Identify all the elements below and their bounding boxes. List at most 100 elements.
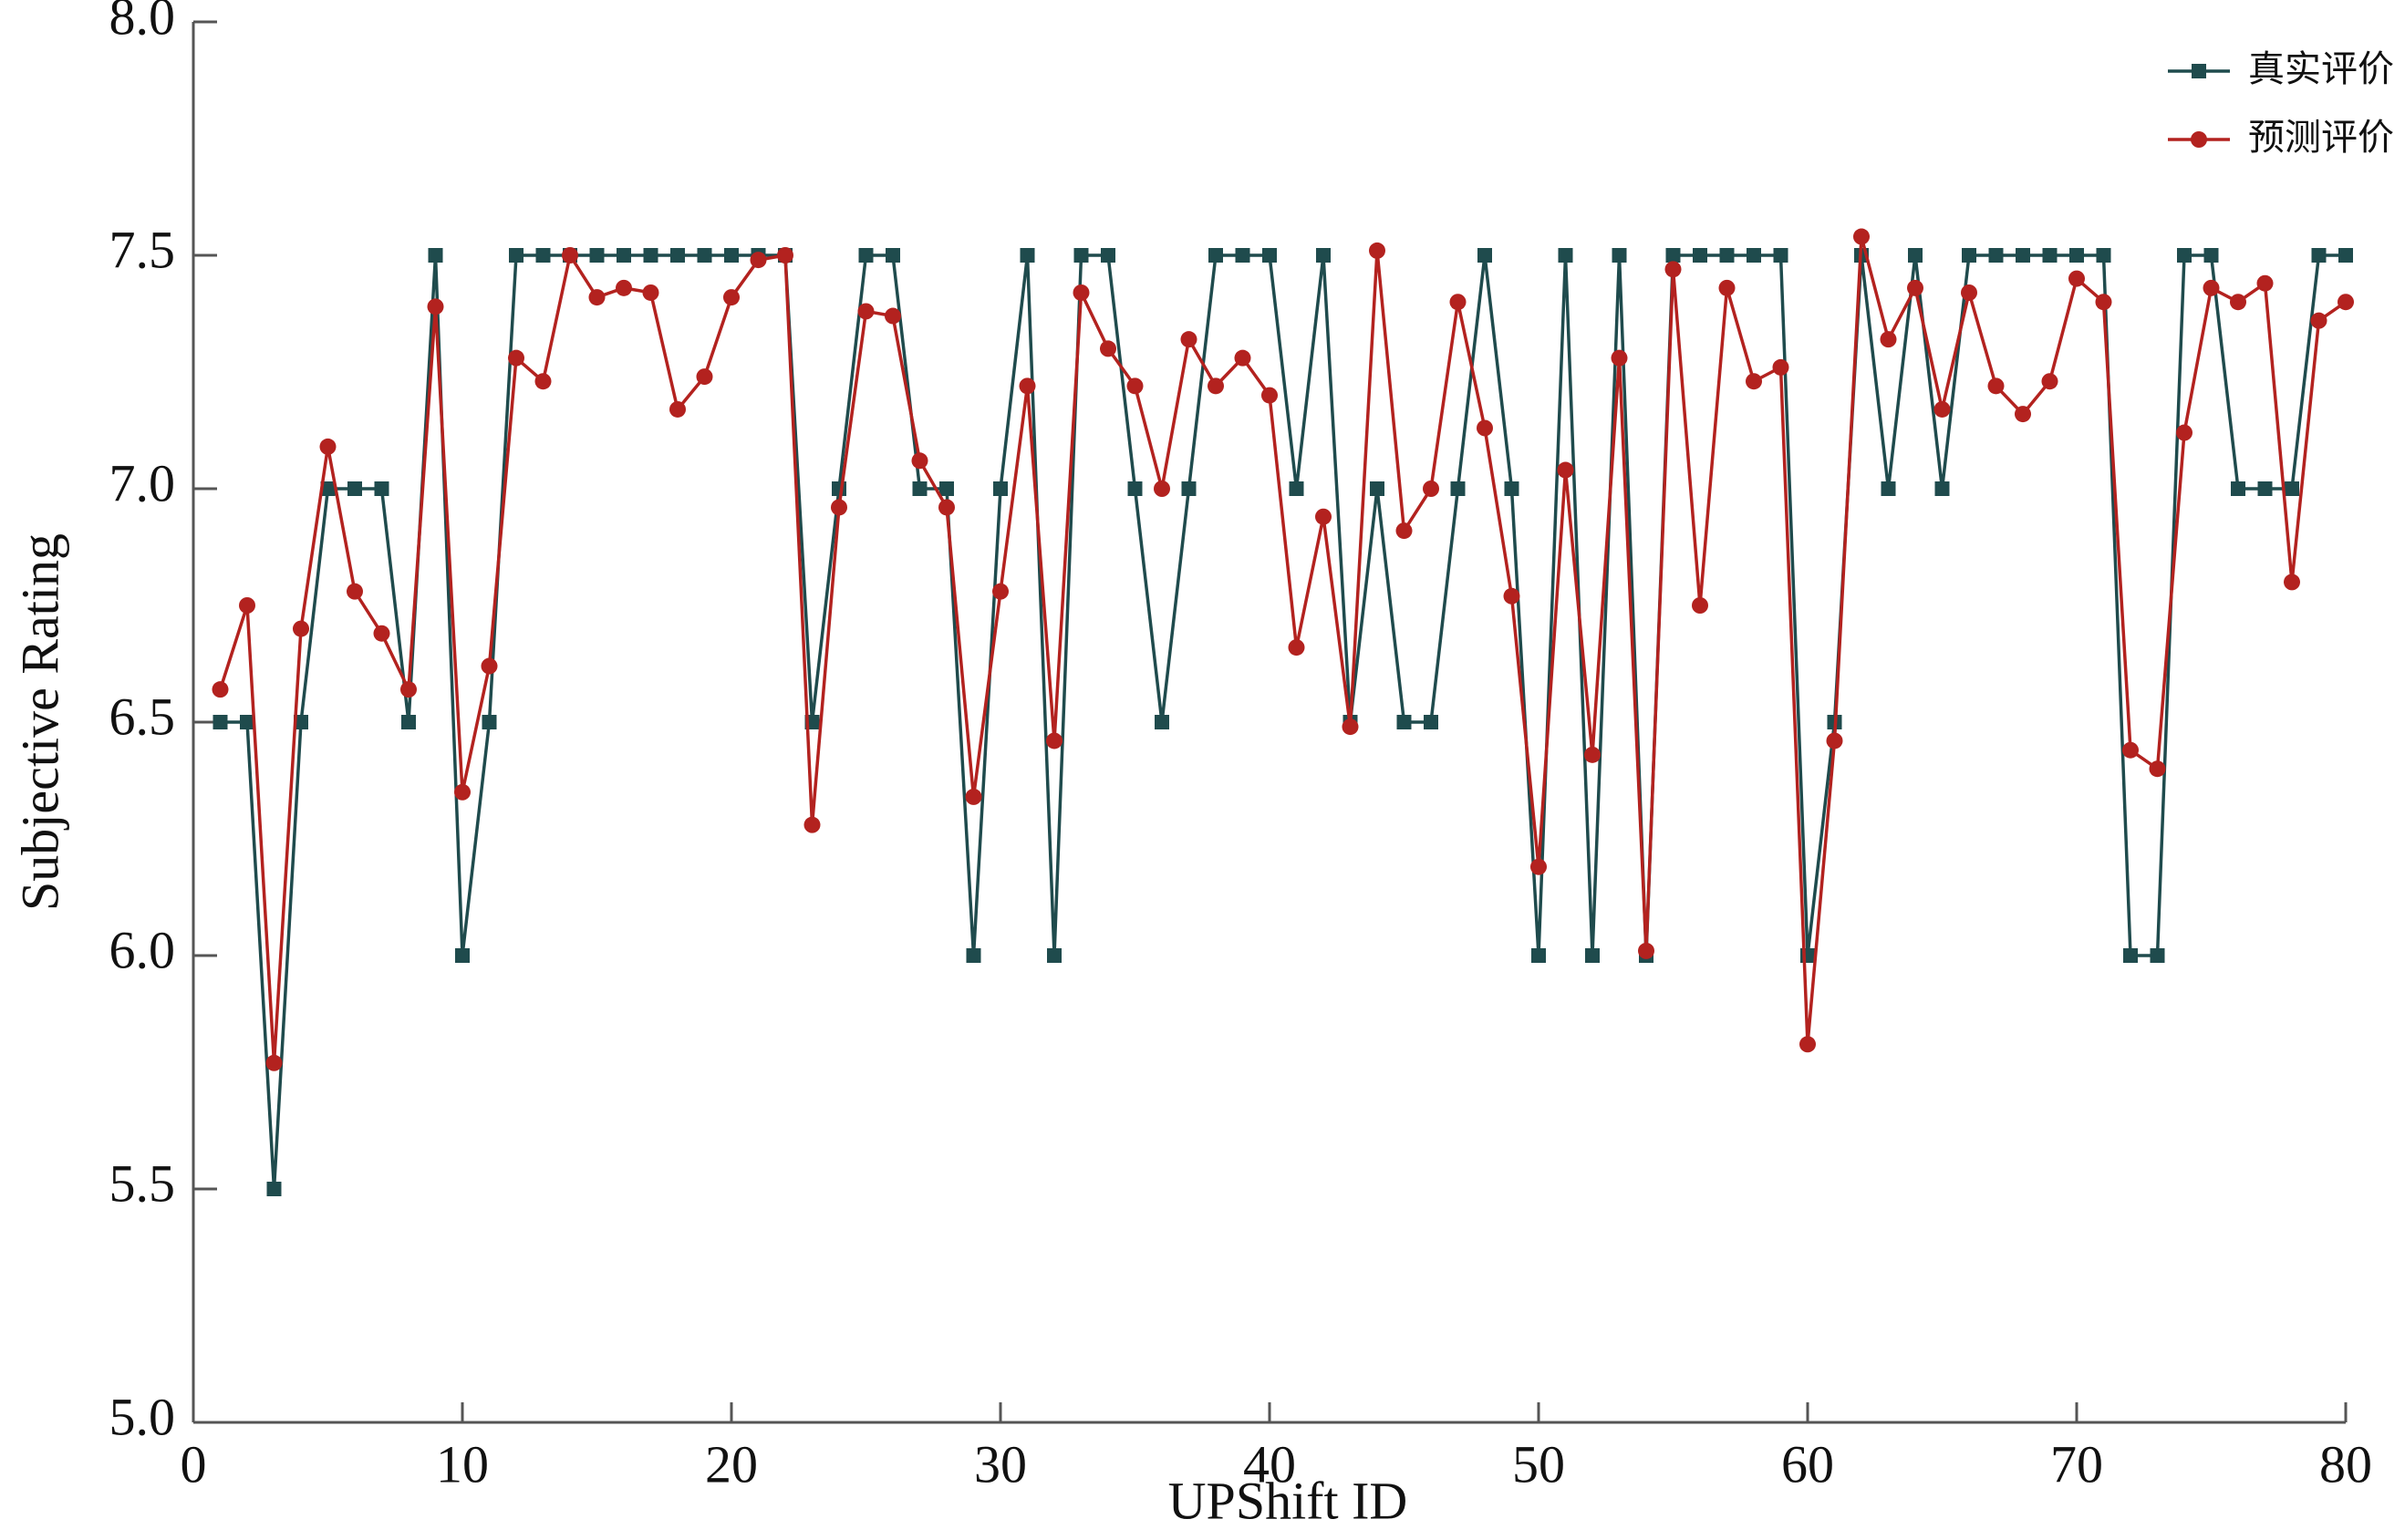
data-point <box>1718 279 1736 296</box>
x-tick-label: 80 <box>2319 1434 2372 1493</box>
data-point <box>643 248 658 263</box>
data-point <box>1155 715 1169 729</box>
x-tick-label: 60 <box>1781 1434 1834 1493</box>
data-point <box>670 248 685 263</box>
data-point <box>2016 248 2030 263</box>
data-point <box>885 307 901 325</box>
data-point <box>1315 508 1332 525</box>
data-point <box>1558 248 1573 263</box>
data-point <box>319 438 337 455</box>
data-point <box>1020 248 1035 263</box>
data-point <box>1638 942 1654 959</box>
data-point <box>2284 574 2300 591</box>
data-point <box>857 303 875 320</box>
data-point <box>1908 248 1923 263</box>
data-point <box>294 715 308 729</box>
y-tick-label: 5.5 <box>109 1153 176 1213</box>
data-point <box>1612 248 1627 263</box>
data-point <box>1208 248 1223 263</box>
data-point <box>1665 248 1681 263</box>
data-point <box>427 298 444 315</box>
data-point <box>750 252 767 269</box>
y-tick-label: 5.0 <box>109 1387 176 1446</box>
data-point <box>2310 312 2327 329</box>
data-point <box>1611 349 1628 367</box>
data-point <box>1127 481 1143 496</box>
data-point <box>293 620 309 637</box>
data-point <box>265 1054 283 1071</box>
data-point <box>938 499 955 516</box>
y-tick-label: 6.5 <box>109 687 176 746</box>
data-point <box>1396 715 1412 729</box>
data-point <box>1664 261 1682 278</box>
data-point <box>2257 481 2273 496</box>
data-point <box>1880 331 1897 348</box>
x-tick-label: 0 <box>181 1434 207 1493</box>
data-point <box>1584 746 1601 763</box>
data-point <box>1208 377 1224 395</box>
data-point <box>2338 248 2353 263</box>
data-point <box>2068 270 2085 287</box>
data-point <box>1772 358 1789 376</box>
data-point <box>588 289 606 306</box>
legend-marker <box>2191 131 2207 148</box>
data-point <box>2149 760 2166 778</box>
data-point <box>1557 461 1574 479</box>
y-tick-label: 6.0 <box>109 920 176 979</box>
data-point <box>1261 387 1278 404</box>
data-point <box>534 373 552 390</box>
data-point <box>2338 294 2354 311</box>
data-point <box>1826 732 1843 749</box>
data-point <box>2095 294 2112 311</box>
data-point <box>1988 248 2004 263</box>
data-point <box>1531 948 1546 963</box>
data-point <box>1746 373 1762 390</box>
y-tick-label: 7.0 <box>109 453 176 512</box>
data-point <box>2176 424 2192 441</box>
legend-label: 预测评价 <box>2248 117 2394 159</box>
data-point <box>1477 248 1492 263</box>
data-point <box>2230 294 2246 311</box>
series-line <box>220 253 2346 1190</box>
data-point <box>1693 248 1707 263</box>
data-point <box>401 715 416 729</box>
data-point <box>1181 481 1197 496</box>
data-point <box>2122 741 2139 759</box>
data-point <box>481 657 498 675</box>
data-point <box>508 349 524 367</box>
data-point <box>832 481 846 496</box>
x-tick-label: 10 <box>436 1434 489 1493</box>
x-tick-label: 30 <box>974 1434 1027 1493</box>
data-point <box>2042 248 2058 263</box>
data-point <box>482 715 497 729</box>
data-point <box>696 368 713 386</box>
data-point <box>803 816 821 833</box>
x-tick-label: 40 <box>1243 1434 1296 1493</box>
data-point <box>428 248 443 263</box>
data-point <box>1019 377 1036 395</box>
data-point <box>562 247 578 264</box>
y-tick-label: 8.0 <box>109 0 176 46</box>
data-point <box>912 481 928 496</box>
y-tick-label: 7.5 <box>109 220 176 279</box>
data-point <box>1961 284 1977 301</box>
data-point <box>266 1182 282 1196</box>
data-point <box>1504 481 1519 496</box>
data-point <box>886 248 900 263</box>
data-point <box>697 248 712 263</box>
data-point <box>831 499 847 516</box>
data-point <box>1719 248 1735 263</box>
data-point <box>455 948 470 963</box>
data-point <box>669 400 686 418</box>
data-point <box>347 583 363 600</box>
data-point <box>2311 248 2327 263</box>
data-point <box>239 597 255 614</box>
data-point <box>1235 248 1250 263</box>
data-point <box>1853 228 1870 245</box>
data-point <box>723 289 740 306</box>
data-point <box>1262 248 1277 263</box>
data-point <box>2069 248 2084 263</box>
legend-marker <box>2192 64 2206 78</box>
data-point <box>2231 481 2245 496</box>
